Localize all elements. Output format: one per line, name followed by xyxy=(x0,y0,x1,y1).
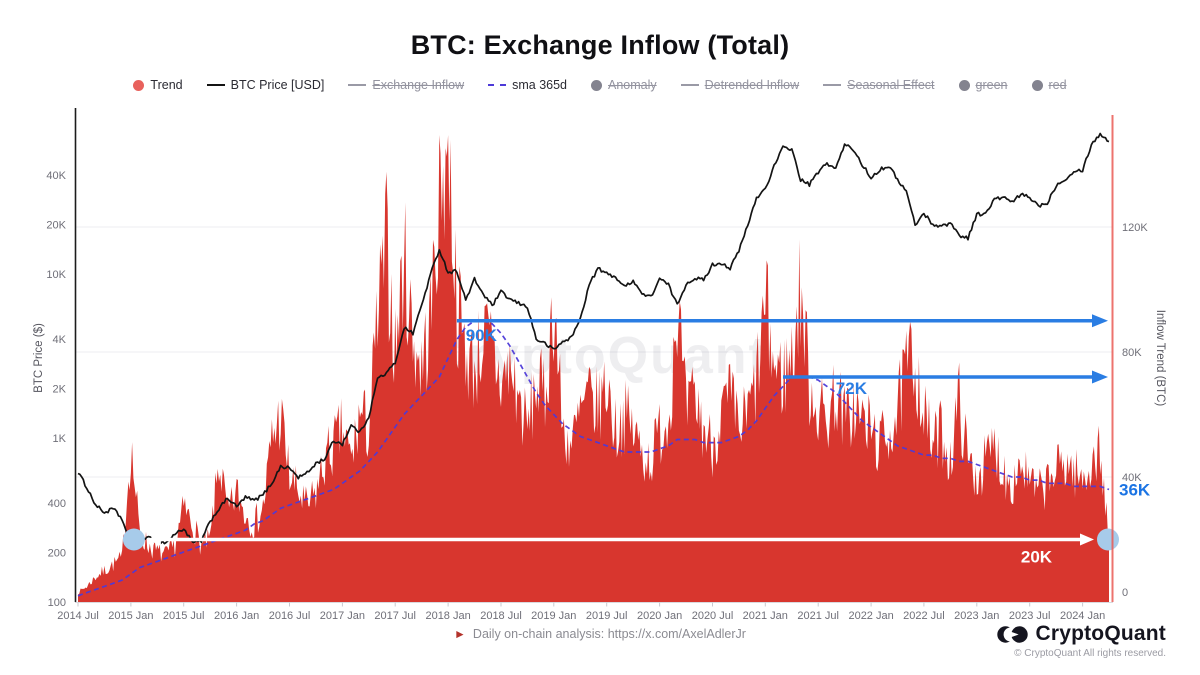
legend-label: Detrended Inflow xyxy=(704,78,800,92)
right-axis-tick-label: 120K xyxy=(1122,222,1148,234)
x-axis-tick-label: 2018 Jul xyxy=(480,610,522,622)
annotation-label-20k: 20K xyxy=(1021,548,1053,567)
legend-marker-icon xyxy=(958,79,970,91)
x-axis-tick-label: 2017 Jul xyxy=(374,610,416,622)
source-text: Daily on-chain analysis: https://x.com/A… xyxy=(472,627,746,641)
sma-365d-line xyxy=(77,319,1110,597)
legend-label: BTC Price [USD] xyxy=(230,78,325,92)
arrowhead-left xyxy=(146,533,161,546)
legend-item-exchange-inflow[interactable]: Exchange Inflow xyxy=(348,78,464,92)
legend-marker-icon xyxy=(591,79,603,91)
right-axis-tick-label: 80K xyxy=(1122,347,1142,359)
left-axis-tick-label: 1K xyxy=(53,433,67,445)
x-axis-tick-label: 2016 Jul xyxy=(269,610,311,622)
annotation-label-72k: 72K xyxy=(836,379,868,398)
left-axis-tick-label: 200 xyxy=(48,548,66,560)
legend-marker-icon xyxy=(823,84,842,86)
x-axis-tick-label: 2019 Jan xyxy=(531,610,576,622)
legend-item-detrended-inflow[interactable]: Detrended Inflow xyxy=(680,78,800,92)
x-axis-tick-label: 2015 Jul xyxy=(163,610,205,622)
arrowhead-right xyxy=(1092,370,1108,384)
left-axis-tick-label: 2K xyxy=(53,384,67,396)
end-dot xyxy=(1097,528,1119,551)
arrowhead-right xyxy=(1080,533,1094,546)
x-axis-tick-label: 2023 Jan xyxy=(954,610,999,622)
x-axis-tick-label: 2024 Jan xyxy=(1060,610,1105,622)
legend-item-anomaly[interactable]: Anomaly xyxy=(591,78,657,92)
legend-marker-icon xyxy=(133,79,145,91)
legend-label: green xyxy=(975,78,1008,92)
x-axis-tick-label: 2022 Jan xyxy=(848,610,893,622)
brand-copyright: © CryptoQuant All rights reserved. xyxy=(1014,648,1166,659)
right-axis-tick-label: 0 xyxy=(1122,587,1128,599)
right-axis-tick-label: 40K xyxy=(1122,472,1142,484)
cryptoquant-logo-icon xyxy=(997,625,1029,643)
chart-source-note: ► Daily on-chain analysis: https://x.com… xyxy=(0,627,1200,641)
legend-marker-icon xyxy=(1031,79,1043,91)
legend-marker-icon xyxy=(488,84,507,86)
x-axis-tick-label: 2020 Jan xyxy=(637,610,682,622)
legend-label: Trend xyxy=(150,78,183,92)
x-axis-tick-label: 2019 Jul xyxy=(586,610,628,622)
x-axis-tick-label: 2020 Jul xyxy=(692,610,734,622)
legend-item-btc-price-usd-[interactable]: BTC Price [USD] xyxy=(206,78,325,92)
x-axis-tick-label: 2018 Jan xyxy=(425,610,470,622)
flag-icon: ► xyxy=(454,627,466,641)
arrowhead-right xyxy=(1092,314,1108,328)
left-axis-tick-label: 4K xyxy=(53,334,67,346)
inflow-trend-area xyxy=(78,135,1109,602)
legend-label: Seasonal Effect xyxy=(847,78,935,92)
x-axis-tick-label: 2014 Jul xyxy=(57,610,99,622)
legend-marker-icon xyxy=(680,84,699,86)
legend-marker-icon xyxy=(348,84,367,86)
brand-block: CryptoQuant © CryptoQuant All rights res… xyxy=(996,622,1166,659)
legend-label: Anomaly xyxy=(608,78,657,92)
legend-marker-icon xyxy=(206,84,225,86)
legend-item-sma-365d[interactable]: sma 365d xyxy=(488,78,567,92)
x-axis-tick-label: 2021 Jan xyxy=(743,610,788,622)
x-axis-tick-label: 2023 Jul xyxy=(1009,610,1051,622)
legend-item-seasonal-effect[interactable]: Seasonal Effect xyxy=(823,78,935,92)
btc-price-line xyxy=(77,132,1110,548)
legend: Trend BTC Price [USD] Exchange Inflow sma 3… xyxy=(0,78,1200,92)
legend-label: Exchange Inflow xyxy=(372,78,465,92)
legend-label: sma 365d xyxy=(512,78,568,92)
left-axis-title: BTC Price ($) xyxy=(33,323,45,393)
left-axis-tick-label: 40K xyxy=(46,170,66,182)
x-axis-tick-label: 2017 Jan xyxy=(320,610,365,622)
left-axis-tick-label: 400 xyxy=(48,498,66,510)
legend-label: red xyxy=(1048,78,1067,92)
legend-item-red[interactable]: red xyxy=(1031,78,1067,92)
x-axis-tick-label: 2015 Jan xyxy=(108,610,153,622)
x-axis-tick-label: 2016 Jan xyxy=(214,610,259,622)
left-axis-tick-label: 100 xyxy=(48,597,66,609)
annotation-label-36k: 36K xyxy=(1119,481,1151,500)
left-axis-tick-label: 10K xyxy=(46,269,66,281)
brand-name: CryptoQuant xyxy=(1035,622,1166,645)
x-axis-tick-label: 2022 Jul xyxy=(903,610,945,622)
left-axis-tick-label: 20K xyxy=(46,219,66,231)
annotation-label-90k: 90K xyxy=(466,326,498,345)
start-dot xyxy=(122,528,145,551)
legend-item-trend[interactable]: Trend xyxy=(133,78,183,92)
legend-item-green[interactable]: green xyxy=(958,78,1008,92)
x-axis-tick-label: 2021 Jul xyxy=(797,610,839,622)
right-axis-title: Inflow Trend (BTC) xyxy=(1154,310,1166,407)
chart-title: BTC: Exchange Inflow (Total) xyxy=(410,30,790,60)
